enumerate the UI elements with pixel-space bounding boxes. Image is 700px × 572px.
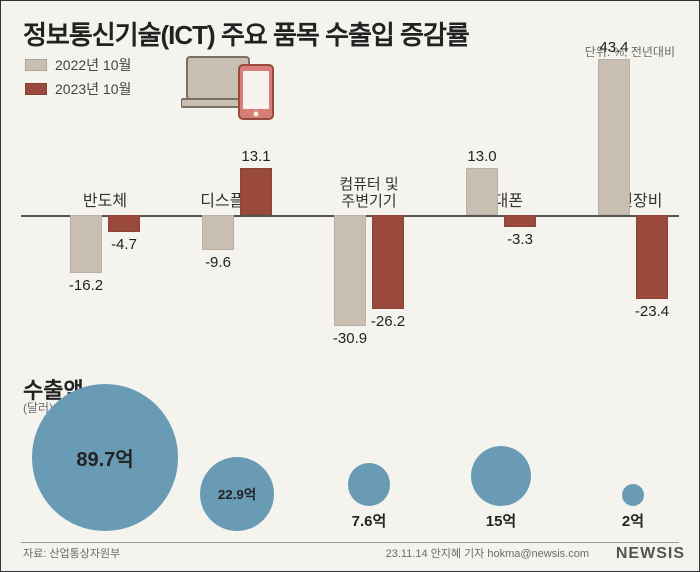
legend-label-2023: 2023년 10월 — [55, 79, 131, 99]
legend-item-2023: 2023년 10월 — [25, 79, 131, 99]
bar-y2022 — [466, 168, 498, 215]
bar-y2023 — [636, 215, 668, 299]
bar-y2022 — [598, 59, 630, 215]
bar-y2022 — [334, 215, 366, 326]
bar-y2023 — [504, 215, 536, 227]
legend-label-2022: 2022년 10월 — [55, 55, 131, 75]
category-label: 디스플레이 — [177, 193, 297, 211]
bar-y2022 — [70, 215, 102, 273]
bar-value-label: -26.2 — [363, 313, 413, 330]
export-bubble — [348, 463, 391, 506]
bar-y2023 — [372, 215, 404, 309]
chart-title: 정보통신기술(ICT) 주요 품목 수출입 증감률 — [23, 15, 469, 52]
bar-group: 휴대폰 13.0 -3.3 — [441, 131, 561, 401]
bar-y2023 — [240, 168, 272, 215]
legend: 2022년 10월 2023년 10월 — [25, 55, 131, 103]
bar-chart: 반도체 -16.2 -4.7 디스플레이 -9.6 13.1 컴퓨터 및 주변기기 -30.9… — [21, 131, 679, 401]
bar-value-label: -23.4 — [627, 303, 677, 320]
bubble-label: 15억 — [486, 510, 517, 531]
bubble-wrap: 15억 — [441, 381, 561, 531]
device-illustration — [181, 51, 291, 128]
footer-rule — [21, 542, 679, 543]
newsis-logo: NEWSIS — [616, 545, 685, 563]
bubble-wrap: 22.9억 — [177, 381, 297, 531]
bubble-wrap: 7.6억 — [309, 381, 429, 531]
legend-swatch-2023 — [25, 83, 47, 95]
bar-y2023 — [108, 215, 140, 232]
category-label: 통신장비 — [573, 193, 693, 211]
footer-source: 자료: 산업통상자원부 — [23, 545, 120, 561]
export-bubble — [471, 446, 531, 506]
bubble-wrap: 2억 — [573, 381, 693, 531]
bar-value-label: -16.2 — [61, 277, 111, 294]
bar-group: 디스플레이 -9.6 13.1 — [177, 131, 297, 401]
bubble-chart: 89.7억 22.9억 7.6억 15억 2억 — [21, 381, 679, 531]
bar-group: 통신장비43.4-23.4 — [573, 131, 693, 401]
bar-value-label: -3.3 — [495, 231, 545, 248]
bubble-wrap: 89.7억 — [45, 381, 165, 531]
bar-value-label: 13.1 — [231, 148, 281, 165]
bar-value-label: 43.4 — [589, 39, 639, 56]
category-label: 휴대폰 — [441, 193, 561, 211]
bar-y2022 — [202, 215, 234, 250]
legend-item-2022: 2022년 10월 — [25, 55, 131, 75]
bar-group: 컴퓨터 및 주변기기 -30.9-26.2 — [309, 131, 429, 401]
footer-credit: 23.11.14 안지혜 기자 hokma@newsis.com — [386, 545, 589, 561]
legend-swatch-2022 — [25, 59, 47, 71]
bar-value-label: -30.9 — [325, 330, 375, 347]
bar-value-label: -4.7 — [99, 236, 149, 253]
export-bubble: 89.7억 — [32, 384, 179, 531]
category-label: 컴퓨터 및 주변기기 — [309, 177, 429, 210]
bar-value-label: -9.6 — [193, 254, 243, 271]
export-bubble: 22.9억 — [200, 457, 274, 531]
bubble-label: 2억 — [622, 510, 644, 531]
category-label: 반도체 — [45, 193, 165, 211]
bar-value-label: 13.0 — [457, 148, 507, 165]
export-bubble — [622, 484, 644, 506]
bubble-label: 7.6억 — [352, 510, 387, 531]
bar-group: 반도체 -16.2 -4.7 — [45, 131, 165, 401]
